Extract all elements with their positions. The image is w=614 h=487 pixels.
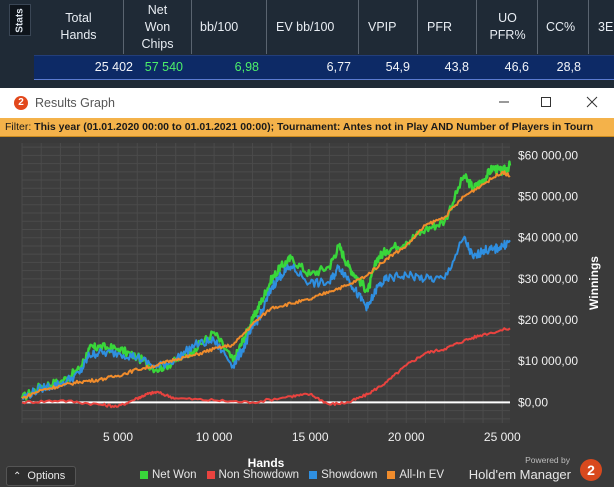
- x-tick-label: 25 000: [484, 430, 521, 444]
- results-graph-window: 2 Results Graph Filter: This year (01.01…: [0, 88, 614, 487]
- cell-cc: 28,8: [556, 60, 581, 74]
- chart-area: $0,00 $10 000,00 $20 000,00 $30 000,00 $40 0…: [0, 137, 614, 487]
- x-tick-label: 20 000: [388, 430, 425, 444]
- stats-data-row[interactable]: 25 402 57 540 6,98 6,77 54,9 43,8 46,6 2…: [34, 55, 614, 80]
- y-tick-label: $30 000,00: [518, 272, 578, 286]
- minimize-icon: [499, 101, 509, 103]
- minimize-button[interactable]: [492, 92, 516, 114]
- stats-tab-label: Stats: [14, 7, 26, 33]
- col-header-pfr[interactable]: PFR: [419, 0, 477, 54]
- options-label: Options: [27, 470, 66, 482]
- maximize-button[interactable]: [534, 92, 558, 114]
- col-header-3e[interactable]: 3E: [598, 19, 614, 34]
- filter-label: Filter:: [5, 121, 32, 133]
- col-header-ev-bb100[interactable]: EV bb/100: [268, 0, 359, 54]
- col-header-cc[interactable]: CC%: [538, 0, 589, 54]
- x-tick-label: 10 000: [196, 430, 233, 444]
- legend-swatch: [140, 471, 148, 479]
- window-title: Results Graph: [35, 96, 115, 110]
- title-bar[interactable]: 2 Results Graph: [0, 88, 614, 118]
- legend-swatch: [206, 471, 215, 479]
- chevron-up-icon: ⌃: [13, 471, 22, 482]
- cell-total-hands: 25 402: [94, 60, 133, 74]
- x-tick-label: 15 000: [292, 430, 329, 444]
- series-line-showdown: [21, 235, 511, 400]
- cell-bb100: 6,98: [234, 60, 259, 74]
- x-axis-label: Hands: [248, 456, 285, 470]
- col-header-uo-pfr[interactable]: UO PFR%: [478, 0, 538, 54]
- brand-name: Hold'em Manager: [468, 467, 571, 482]
- close-button[interactable]: [580, 92, 604, 114]
- legend-item: Net Won: [140, 469, 197, 481]
- cell-vpip: 54,9: [385, 60, 410, 74]
- cell-ev-bb100: 6,77: [326, 60, 351, 74]
- legend-swatch: [387, 471, 396, 479]
- y-tick-label: $60 000,00: [518, 148, 578, 162]
- y-tick-label: $50 000,00: [518, 190, 578, 204]
- col-header-net-won-chips[interactable]: Net Won Chips: [124, 0, 192, 54]
- maximize-icon: [541, 97, 551, 107]
- cell-net-won-chips: 57 540: [144, 60, 183, 74]
- filter-bar[interactable]: Filter: This year (01.01.2020 00:00 to 0…: [0, 118, 614, 137]
- y-tick-label: $40 000,00: [518, 231, 578, 245]
- series-line-non-showdown: [21, 327, 511, 409]
- series-line-all-in-ev: [21, 170, 511, 400]
- cell-uo-pfr: 46,6: [504, 60, 529, 74]
- legend-item: All-In EV: [387, 469, 444, 481]
- legend-label: All-In EV: [399, 469, 445, 481]
- legend-item: Showdown: [309, 469, 377, 481]
- close-icon: [586, 96, 598, 108]
- x-tick-label: 5 000: [103, 430, 133, 444]
- y-axis-label: Winnings: [587, 256, 601, 310]
- app-logo-icon: 2: [14, 96, 28, 110]
- legend-label: Non Showdown: [218, 469, 300, 481]
- col-header-vpip[interactable]: VPIP: [360, 0, 418, 54]
- legend-item: Non Showdown: [206, 469, 300, 481]
- legend-label: Net Won: [152, 469, 197, 481]
- powered-by-label: Powered by: [525, 455, 570, 465]
- stats-bar: Stats Total Hands Net Won Chips bb/100 E…: [0, 0, 614, 88]
- col-header-total-hands[interactable]: Total Hands: [34, 0, 124, 54]
- legend-label: Showdown: [321, 469, 378, 481]
- plot-background: [22, 143, 510, 423]
- chart-legend: Net Won Non Showdown Showdown All-In EV: [140, 466, 444, 484]
- y-tick-label: $20 000,00: [518, 313, 578, 327]
- legend-swatch: [309, 471, 318, 479]
- stats-tab[interactable]: Stats: [9, 4, 31, 36]
- y-tick-label: $10 000,00: [518, 354, 578, 368]
- filter-text: This year (01.01.2020 00:00 to 01.01.202…: [34, 121, 594, 133]
- brand-logo-icon: 2: [580, 459, 602, 481]
- results-chart[interactable]: $0,00 $10 000,00 $20 000,00 $30 000,00 $40 0…: [0, 137, 614, 487]
- col-header-bb100[interactable]: bb/100: [192, 0, 267, 54]
- y-tick-label: $0,00: [518, 395, 548, 409]
- cell-pfr: 43,8: [444, 60, 469, 74]
- stats-table: Total Hands Net Won Chips bb/100 EV bb/1…: [34, 0, 614, 82]
- options-button[interactable]: ⌃ Options: [6, 466, 76, 486]
